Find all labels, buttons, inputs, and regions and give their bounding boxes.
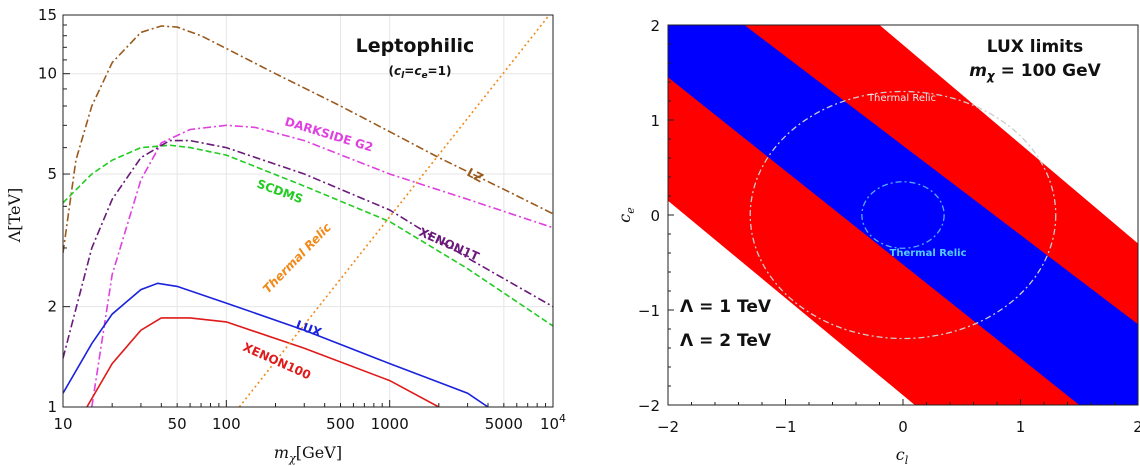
r-x-tick-label--1: −1 xyxy=(774,418,796,436)
left-plot-background xyxy=(63,15,553,407)
right-ticks: −2 −1 0 1 2 −2 −1 0 1 2 xyxy=(638,17,1140,436)
series-xenon100 xyxy=(86,317,440,407)
legend-lambda-2tev: Λ = 2 TeV xyxy=(680,331,772,351)
right-chart: −2 −1 0 1 2 −2 −1 0 1 2 LUX limits mχ = 100 GeV T… xyxy=(615,17,1140,466)
r-y-tick-label--2: −2 xyxy=(638,397,660,415)
label-lz: LZ xyxy=(465,165,486,185)
left-y-axis-title: Λ[TeV] xyxy=(5,188,24,244)
right-chart-title-line1: LUX limits xyxy=(987,37,1084,57)
series-darkside-g2 xyxy=(91,124,553,407)
r-x-tick-label-1: 1 xyxy=(1016,418,1026,436)
region-1-tev xyxy=(668,25,1138,405)
x-tick-label-10000: 104 xyxy=(540,412,566,433)
x-tick-label-50: 50 xyxy=(168,415,187,433)
series-lz xyxy=(63,25,553,254)
r-y-tick-label-2: 2 xyxy=(650,17,660,35)
left-chart-subtitle: (cl=ce=1) xyxy=(389,64,452,81)
contour-thermal-relic-inner xyxy=(861,181,945,249)
x-tick-label-5000: 5000 xyxy=(485,415,523,433)
r-y-tick-label--1: −1 xyxy=(638,302,660,320)
left-series-group xyxy=(63,15,553,407)
x-tick-label-100: 100 xyxy=(212,415,241,433)
x-tick-label-1000: 1000 xyxy=(371,415,409,433)
r-x-tick-label--2: −2 xyxy=(657,418,679,436)
right-contours-group xyxy=(749,90,1057,340)
right-x-axis-title: cl xyxy=(896,445,909,466)
r-y-tick-label-1: 1 xyxy=(650,112,660,130)
right-regions-group xyxy=(668,25,1138,405)
r-x-tick-label-2: 2 xyxy=(1133,418,1140,436)
x-tick-label-500: 500 xyxy=(326,415,355,433)
right-chart-title-line2: mχ = 100 GeV xyxy=(969,61,1101,83)
contour-label-inner: Thermal Relic xyxy=(890,248,967,259)
y-tick-label-5: 5 xyxy=(47,165,57,183)
contour-thermal-relic-outer xyxy=(749,90,1057,340)
x-tick-label-10: 10 xyxy=(53,415,72,433)
left-chart-title: Leptophilic xyxy=(356,35,475,57)
r-x-tick-label-0: 0 xyxy=(898,418,908,436)
series-xenon1t xyxy=(63,139,553,359)
right-y-axis-title: ce xyxy=(615,207,637,223)
left-plot-frame xyxy=(62,14,554,408)
left-x-axis-title: mχ[GeV] xyxy=(274,443,342,465)
y-tick-label-10: 10 xyxy=(38,65,57,83)
series-thermal-relic xyxy=(238,15,551,407)
series-scdms xyxy=(63,144,553,327)
y-tick-label-15: 15 xyxy=(38,6,57,24)
left-chart: 10 50 100 500 1000 5000 104 1 2 5 10 15 Leptophilic… xyxy=(5,6,566,465)
r-y-tick-label-0: 0 xyxy=(650,207,660,225)
series-lux xyxy=(63,282,489,407)
legend-lambda-1tev: Λ = 1 TeV xyxy=(680,297,772,317)
left-ticks: 10 50 100 500 1000 5000 104 1 2 5 10 15 xyxy=(38,6,566,433)
y-tick-label-1: 1 xyxy=(47,398,57,416)
contour-label-outer: Thermal Relic xyxy=(867,93,936,104)
y-tick-label-2: 2 xyxy=(47,298,57,316)
